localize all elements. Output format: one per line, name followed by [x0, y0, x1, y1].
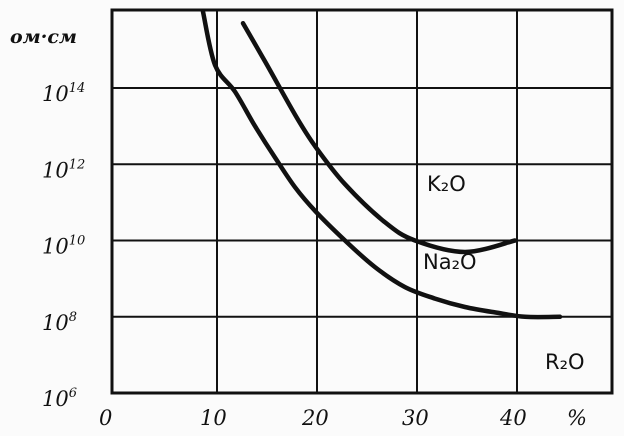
series-line-k2o — [240, 20, 518, 255]
curves — [200, 9, 563, 320]
x-tick-label-30: 30 — [402, 406, 429, 430]
x-tick-label-percent: % — [567, 406, 587, 430]
y-tick-label-1e12: 1012 — [42, 157, 85, 182]
x-tick-label-0: 0 — [99, 406, 112, 430]
y-axis-unit-label: ом·см — [10, 26, 77, 48]
annotation-r2o: R₂O — [545, 350, 585, 374]
y-tick-label-1e14: 1014 — [42, 81, 85, 106]
x-tick-label-20: 20 — [301, 406, 329, 430]
series-line-na2o — [200, 9, 563, 320]
series-label-k2o: K₂O — [427, 172, 466, 196]
x-tick-label-40: 40 — [499, 406, 527, 430]
x-tick-label-10: 10 — [200, 406, 227, 430]
grid — [112, 10, 612, 393]
y-tick-label-1e6: 106 — [42, 386, 77, 411]
y-tick-label-1e10: 1010 — [42, 234, 85, 259]
x-tick-labels: 0 10 20 30 40% — [99, 406, 587, 430]
y-tick-labels: 106 108 1010 1012 1014 — [42, 81, 85, 411]
series-label-na2o: Na₂O — [423, 250, 477, 274]
plot-frame — [110, 8, 614, 395]
y-tick-label-1e8: 108 — [42, 310, 77, 335]
